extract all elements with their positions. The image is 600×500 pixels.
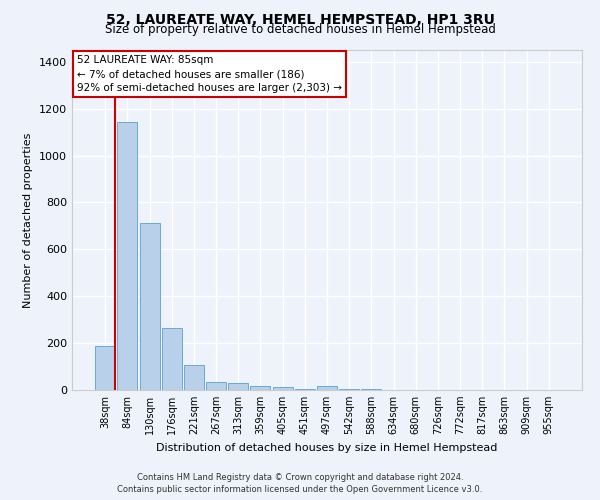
Text: Size of property relative to detached houses in Hemel Hempstead: Size of property relative to detached ho… (104, 22, 496, 36)
Text: 52, LAUREATE WAY, HEMEL HEMPSTEAD, HP1 3RU: 52, LAUREATE WAY, HEMEL HEMPSTEAD, HP1 3… (106, 12, 494, 26)
Bar (184, 365, 204, 390)
Bar (272, 387, 293, 390)
Bar (162, 328, 182, 390)
X-axis label: Distribution of detached houses by size in Hemel Hempstead: Distribution of detached houses by size … (157, 442, 497, 452)
Text: 52 LAUREATE WAY: 85sqm
← 7% of detached houses are smaller (186)
92% of semi-det: 52 LAUREATE WAY: 85sqm ← 7% of detached … (77, 55, 342, 93)
Text: Contains HM Land Registry data © Crown copyright and database right 2024.
Contai: Contains HM Land Registry data © Crown c… (118, 472, 482, 494)
Bar (118, 122, 137, 390)
Bar (206, 382, 226, 390)
Bar (361, 389, 382, 390)
Bar (250, 386, 271, 390)
Y-axis label: Number of detached properties: Number of detached properties (23, 132, 34, 308)
Bar (140, 223, 160, 390)
Bar (317, 386, 337, 390)
Bar (95, 346, 115, 390)
Bar (295, 389, 315, 390)
Bar (339, 389, 359, 390)
Bar (228, 384, 248, 390)
